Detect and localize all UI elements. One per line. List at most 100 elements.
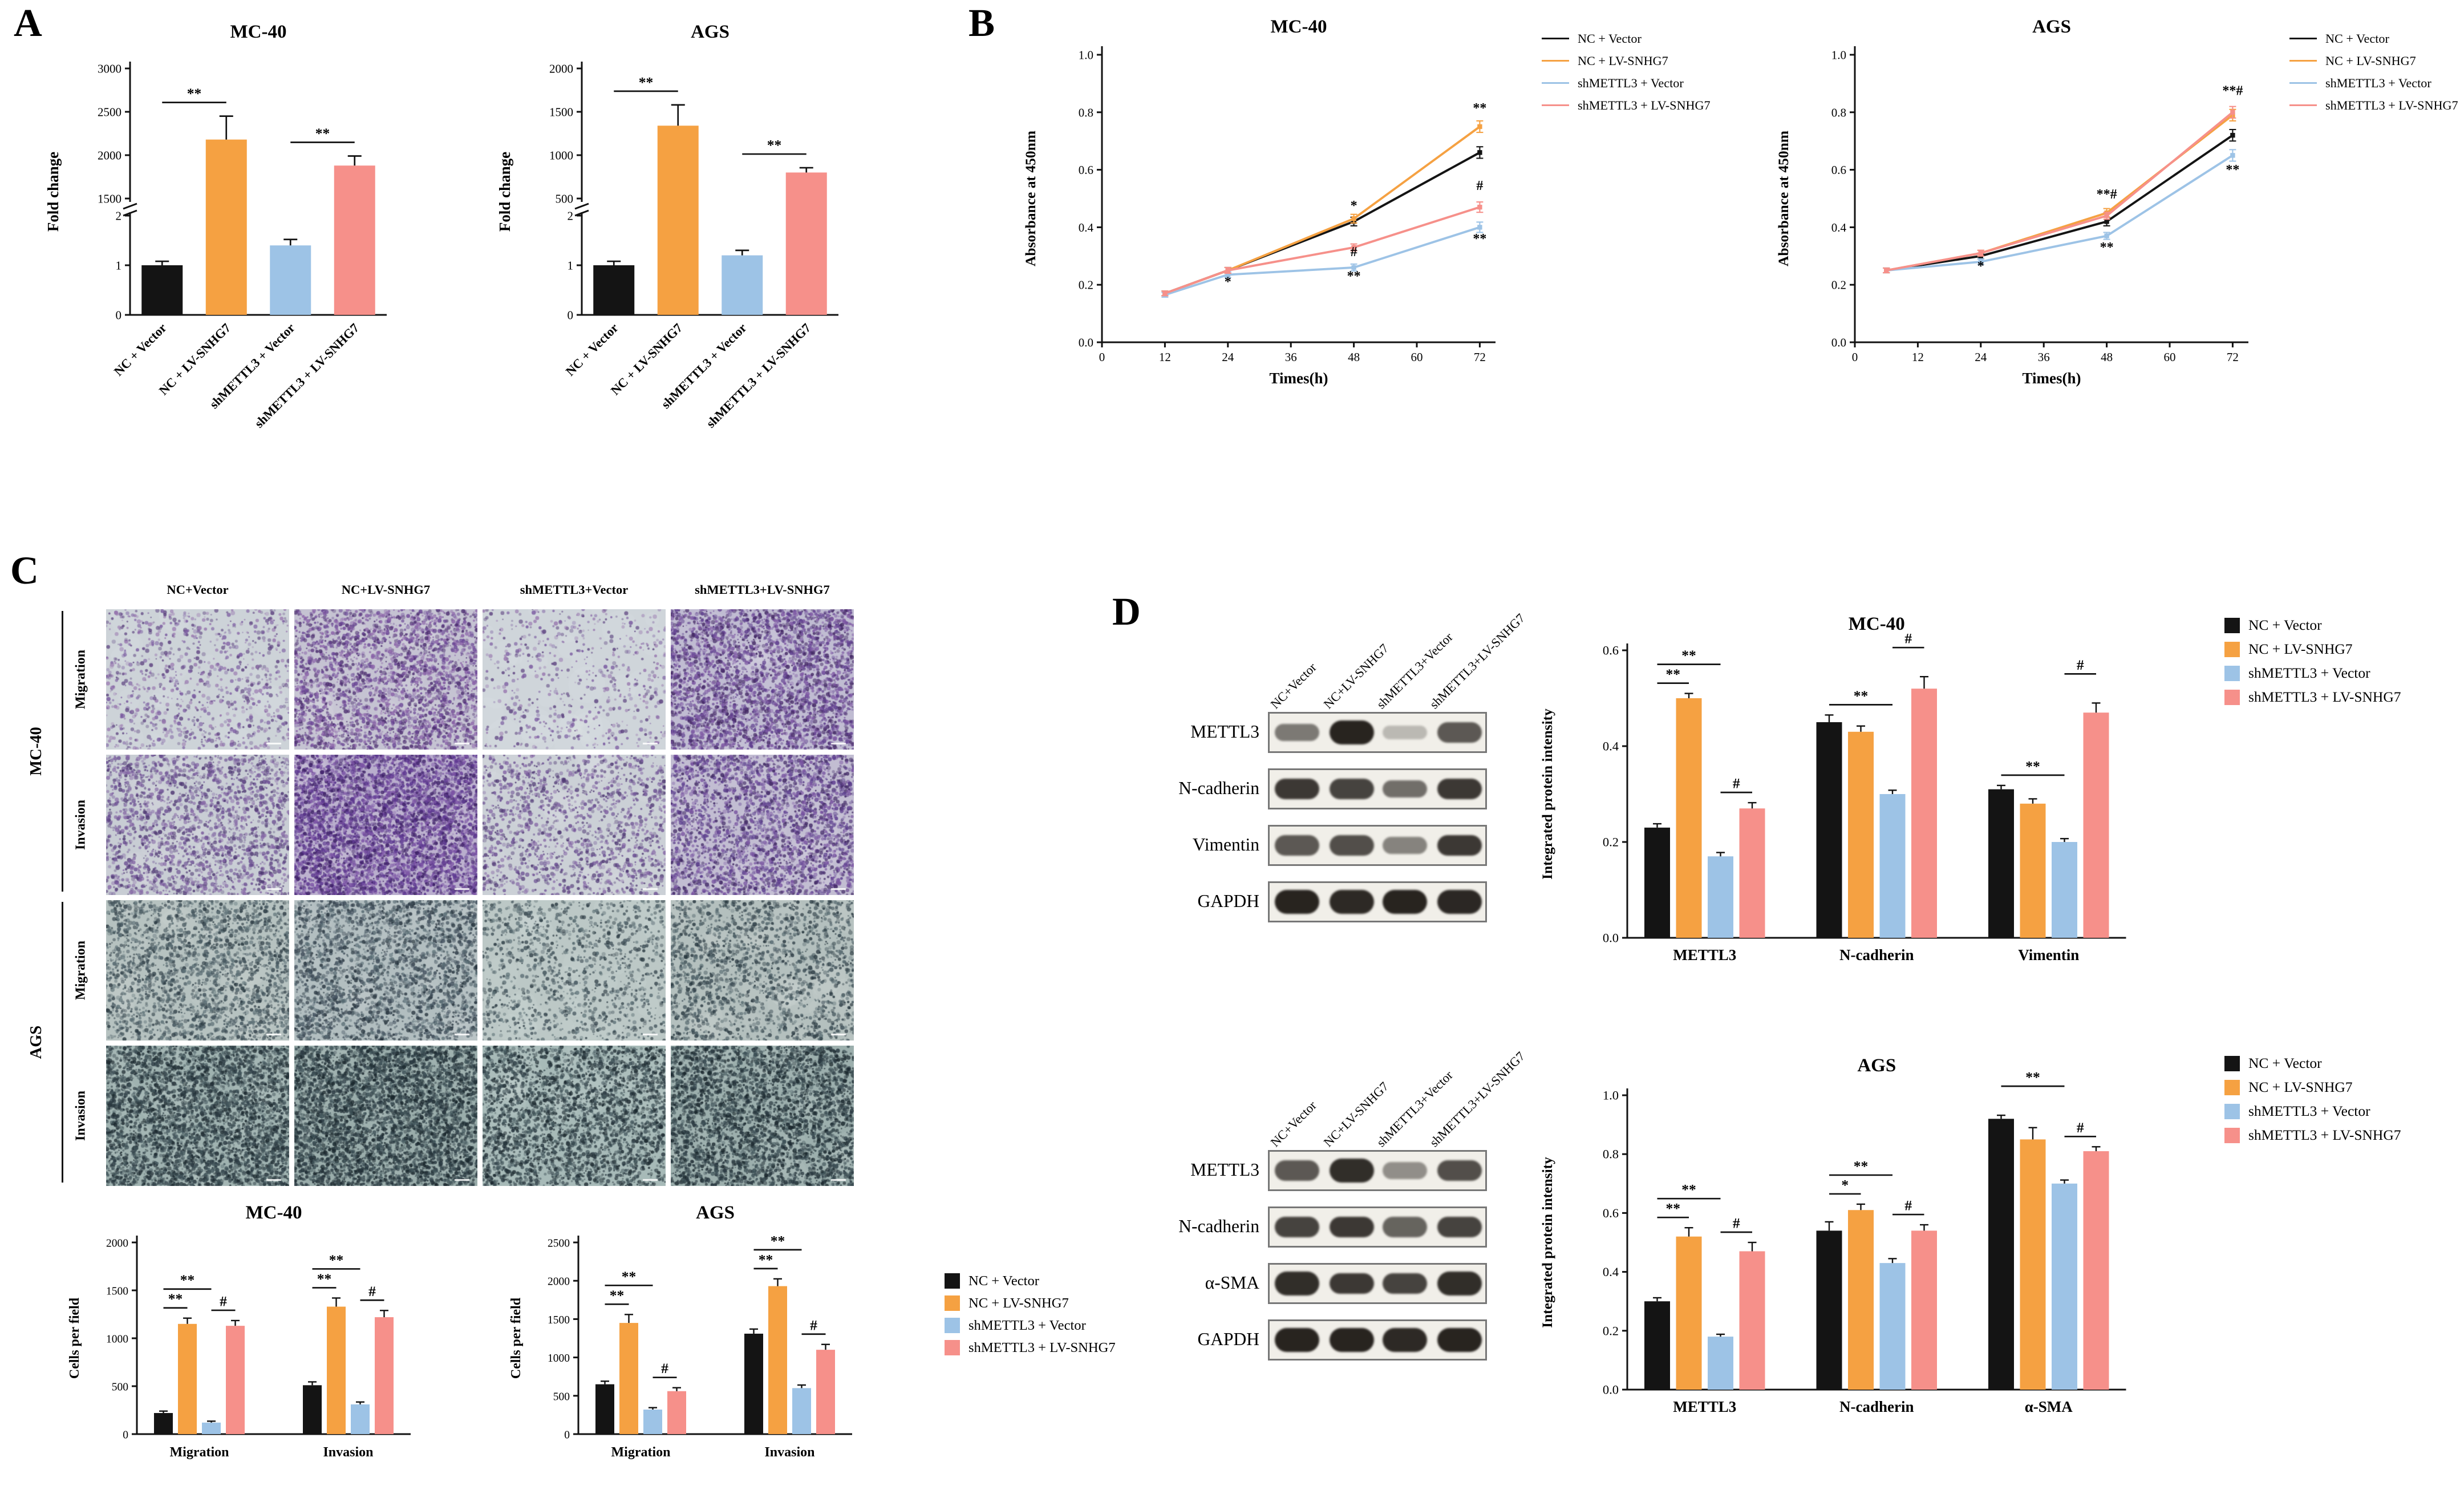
sig-label: # <box>220 1293 227 1309</box>
bar <box>2083 712 2109 938</box>
bar-chart-svg: AGS Fold change 500 1000 1500 2000 0 1 2 ** ** NC +… <box>496 22 838 431</box>
x-category-label: shMETTL3 + LV-SNHG7 <box>252 321 362 431</box>
series-line <box>1164 226 1480 296</box>
bar <box>1848 731 1874 938</box>
legend-swatch <box>2224 1079 2240 1095</box>
data-point <box>1477 225 1482 230</box>
legend-swatch <box>2289 37 2317 41</box>
column-header: shMETTL3+Vector <box>520 582 629 597</box>
blot-band <box>1328 1159 1373 1182</box>
blot-strip <box>1268 881 1487 922</box>
x-tick-label: 36 <box>2038 350 2050 364</box>
sig-label: ** <box>168 1290 183 1307</box>
line-chart-svg: MC-40 Absorbance at 450nm Times(h) 0 12 24 36 4… <box>1022 17 1496 387</box>
bar <box>2020 803 2046 938</box>
legend-label: NC + Vector <box>2325 31 2389 46</box>
legend-swatch <box>1542 59 1569 63</box>
bar <box>1676 1236 1702 1390</box>
x-category-label: NC + Vector <box>111 321 169 379</box>
x-tick-label: 0 <box>1852 350 1858 364</box>
blot-band <box>1275 1328 1319 1352</box>
blot-strip <box>1268 768 1487 809</box>
y-tick-label: 0 <box>116 309 122 322</box>
legend-label: NC + LV-SNHG7 <box>2248 640 2353 657</box>
bar <box>1911 689 1937 938</box>
blot-band <box>1328 835 1373 856</box>
blot-band <box>1436 1216 1481 1238</box>
group-label: Migration <box>170 1445 229 1460</box>
cell-line-label: AGS <box>29 1025 46 1059</box>
blot-band <box>1383 1162 1427 1179</box>
bar <box>1676 698 1702 938</box>
bar <box>327 1306 346 1434</box>
y-tick-label: 0.2 <box>1831 278 1846 292</box>
y-tick-label: 0.0 <box>1831 336 1846 350</box>
axis-break-mark <box>574 203 589 210</box>
panel-b-legend-ags: NC + Vector NC + LV-SNHG7 shMETTL3 + Vecto… <box>2289 31 2458 120</box>
sig-label: # <box>1733 1215 1740 1232</box>
bar <box>2052 842 2077 938</box>
protein-label: METTL3 <box>1190 723 1259 742</box>
chart-title: MC-40 <box>1849 614 1905 634</box>
y-tick-label: 2500 <box>548 1238 570 1250</box>
legend-item: NC + Vector <box>2289 31 2458 46</box>
y-tick-label: 0.4 <box>1831 221 1847 234</box>
bar <box>2052 1183 2077 1390</box>
sig-label: ** <box>1854 687 1869 704</box>
microscopy-image <box>106 609 289 750</box>
blot-band <box>1275 835 1319 856</box>
significance-annotation: ** <box>1473 101 1486 116</box>
sig-label: ** <box>315 125 330 141</box>
data-point <box>1351 265 1356 270</box>
legend-item: NC + LV-SNHG7 <box>2289 53 2458 68</box>
bar <box>595 1384 614 1434</box>
bar <box>1644 827 1670 938</box>
microscopy-image <box>106 1046 289 1186</box>
bar <box>205 139 247 315</box>
sig-label: # <box>1904 630 1912 647</box>
x-tick-label: 60 <box>2164 350 2176 364</box>
y-axis-label: Cells per field <box>67 1297 82 1379</box>
data-point <box>1884 268 1889 273</box>
legend-item: shMETTL3 + LV-SNHG7 <box>945 1340 1116 1355</box>
y-tick-label: 0.6 <box>1831 163 1846 177</box>
bar <box>1988 1119 2014 1390</box>
panel-a-bar-chart-mc40: MC-40 Fold change 1500 2000 2500 3000 0 1 2 ** ** N… <box>34 10 462 524</box>
legend-swatch <box>2224 617 2240 633</box>
group-label: METTL3 <box>1673 1398 1736 1415</box>
blot-row: GAPDH <box>1136 1319 1547 1361</box>
protein-label: N-cadherin <box>1178 779 1259 799</box>
chart-title: MC-40 <box>246 1203 302 1223</box>
blot-band <box>1436 778 1481 800</box>
legend-item: NC + Vector <box>2224 616 2401 633</box>
y-tick-label: 0.6 <box>1079 163 1093 177</box>
legend-swatch <box>1542 103 1569 107</box>
legend-label: shMETTL3 + Vector <box>2248 1102 2370 1119</box>
bar <box>1739 1251 1765 1390</box>
legend-label: NC + LV-SNHG7 <box>2325 53 2416 68</box>
sig-label: ** <box>610 1287 625 1303</box>
group-label: α-SMA <box>2025 1398 2073 1415</box>
blot-band <box>1436 1272 1481 1295</box>
sig-label: ** <box>771 1232 785 1249</box>
blot-row: METTL3 <box>1136 712 1547 753</box>
significance-annotation: # <box>1351 245 1357 260</box>
y-tick-label: 0.4 <box>1603 739 1619 754</box>
y-axis-label: Absorbance at 450nm <box>1022 131 1039 266</box>
bar <box>768 1286 787 1434</box>
sig-label: # <box>810 1317 817 1333</box>
significance-annotation: * <box>1225 275 1231 290</box>
bar <box>178 1323 197 1434</box>
data-point <box>1978 250 1983 256</box>
bar <box>303 1385 322 1434</box>
microscopy-image <box>483 755 666 895</box>
y-tick-label: 500 <box>556 192 574 206</box>
data-point <box>2230 110 2235 115</box>
x-category-label: NC + Vector <box>563 321 621 379</box>
bar <box>2083 1151 2109 1390</box>
blot-band <box>1383 1273 1427 1294</box>
column-header: shMETTL3+LV-SNHG7 <box>695 582 830 597</box>
blot-strip <box>1268 1150 1487 1191</box>
sig-label: ** <box>2025 758 2040 774</box>
